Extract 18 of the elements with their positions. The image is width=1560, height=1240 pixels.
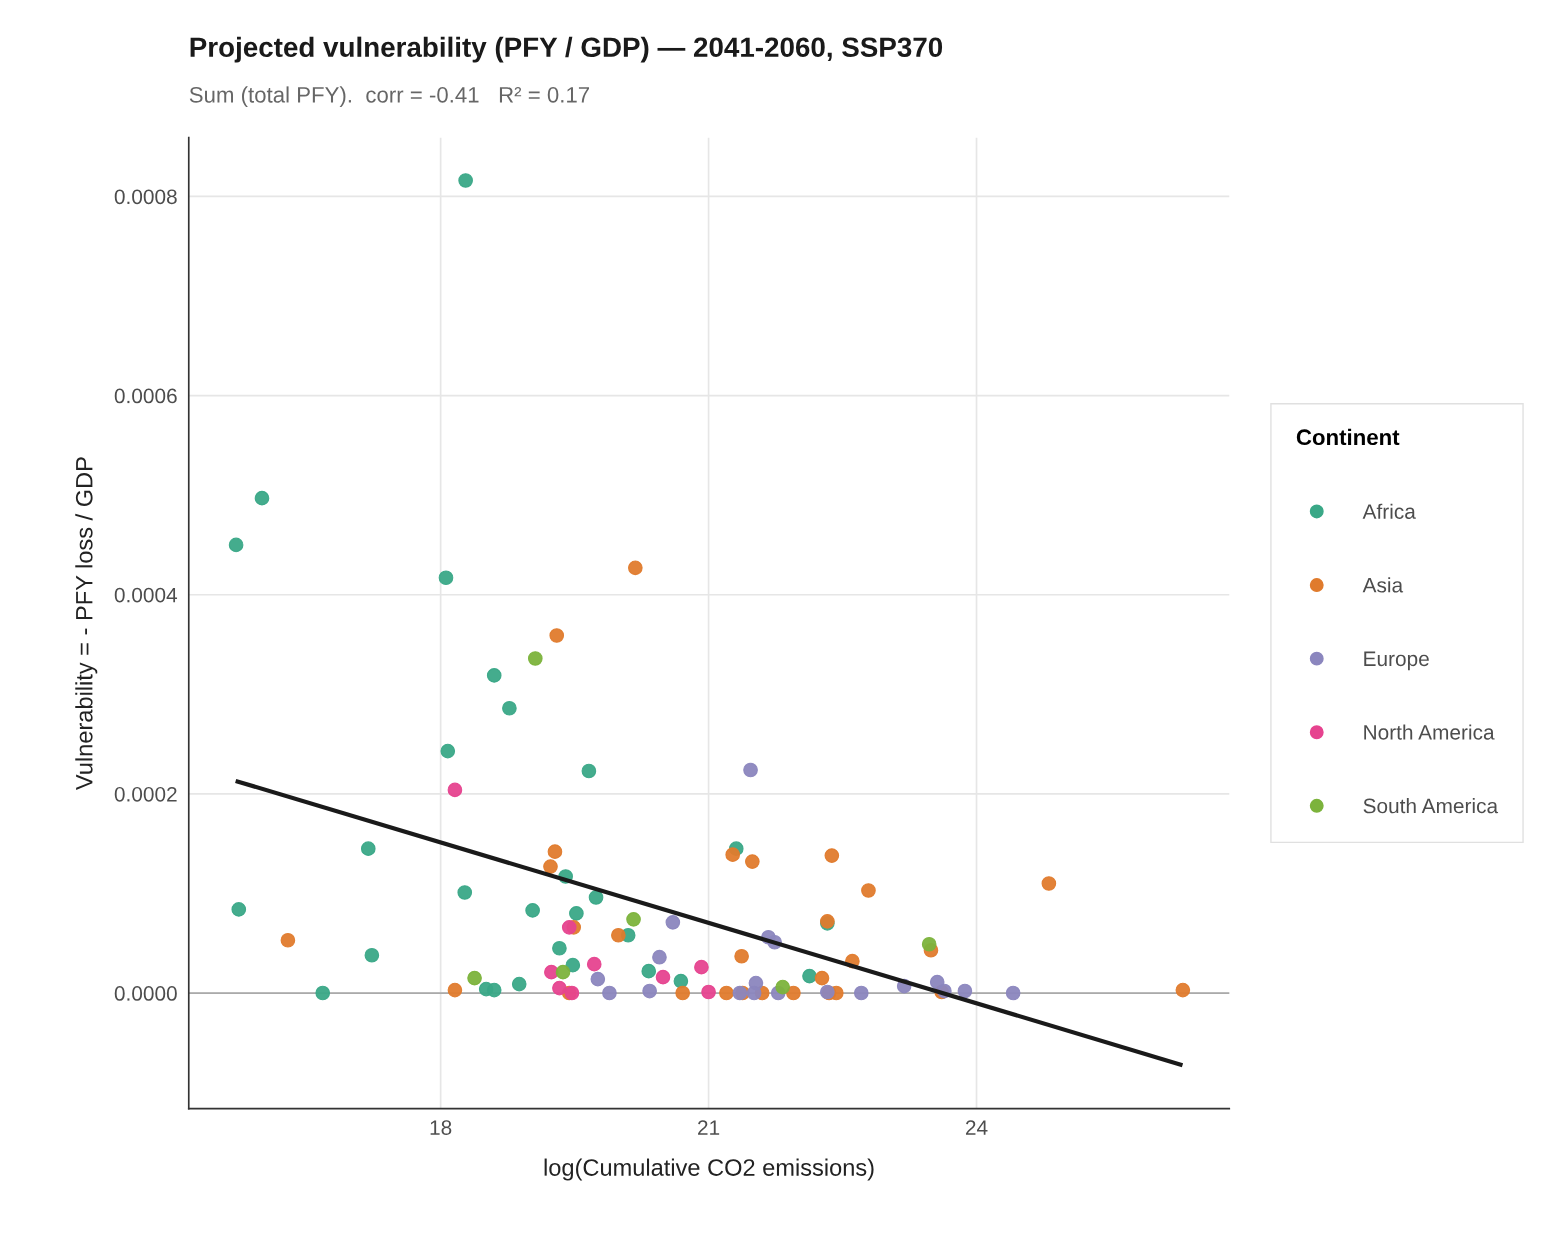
legend-label: North America [1364,724,1495,740]
y-tick-label: 0.0000 [114,986,177,1001]
x-tick-label: 21 [698,1120,720,1135]
legend-label: Africa [1362,503,1416,519]
chart-subtitle: Sum (total PFY). corr = -0.41 R² = 0.17 [189,86,590,108]
y-axis-title: Vulnerability = - PFY loss / GDP [75,457,98,790]
y-tick-label: 0.0006 [114,388,177,404]
y-tick-label: 0.0002 [114,786,177,802]
legend-label: South America [1363,798,1499,814]
chart-title: Projected vulnerability (PFY / GDP) — 2041-2060, SSP370 [190,36,943,63]
x-tick-label: 18 [430,1120,452,1135]
legend-title: Continent [1296,428,1400,446]
legend-label: Europe [1364,651,1429,671]
y-tick-label: 0.0008 [114,189,177,205]
x-tick-label: 24 [965,1120,988,1135]
x-axis-title: log(Cumulative CO2 emissions) [544,1158,874,1181]
legend-label: Asia [1362,577,1404,593]
y-tick-label: 0.0004 [114,587,178,603]
